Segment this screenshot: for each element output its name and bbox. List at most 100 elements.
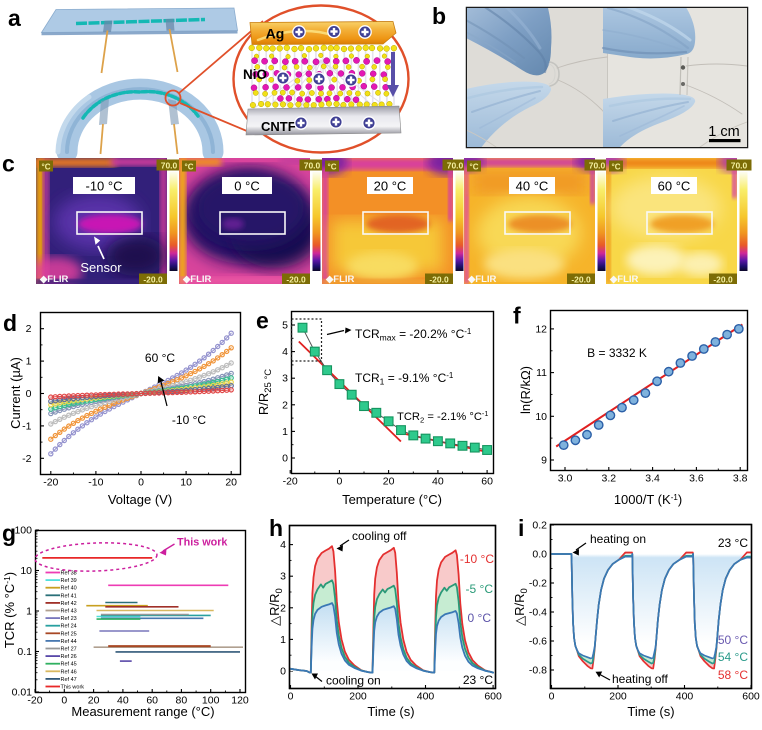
svg-text:3.6: 3.6: [689, 473, 704, 485]
svg-text:23 °C: 23 °C: [718, 536, 748, 550]
svg-text:-0.8: -0.8: [529, 665, 547, 677]
svg-text:70.0: 70.0: [447, 161, 464, 171]
svg-text:-20.0: -20.0: [286, 275, 306, 285]
svg-text:2: 2: [280, 602, 286, 614]
svg-text:Ref 26: Ref 26: [61, 654, 77, 660]
svg-text:Ref 23: Ref 23: [61, 616, 77, 622]
svg-text:0: 0: [282, 453, 288, 465]
svg-text:heating off: heating off: [612, 672, 668, 686]
svg-text:Sensor: Sensor: [80, 260, 122, 275]
svg-text:-0.2: -0.2: [529, 578, 547, 590]
svg-text:°C: °C: [470, 163, 479, 172]
svg-text:40: 40: [432, 476, 444, 488]
svg-text:Ref 42: Ref 42: [61, 601, 77, 607]
svg-text:-1: -1: [22, 420, 31, 432]
svg-text:°C: °C: [328, 163, 337, 172]
svg-text:Ref 47: Ref 47: [61, 677, 77, 683]
svg-text:Ref 40: Ref 40: [61, 586, 77, 592]
svg-text:Ref 44: Ref 44: [61, 639, 77, 645]
svg-text:0: 0: [61, 695, 67, 707]
svg-text:-0.6: -0.6: [529, 636, 547, 648]
svg-text:°C: °C: [185, 163, 194, 172]
svg-text:Ref 45: Ref 45: [61, 662, 77, 668]
svg-text:b: b: [432, 3, 446, 29]
svg-text:°C: °C: [612, 163, 621, 172]
svg-text:0 °C: 0 °C: [234, 179, 259, 194]
svg-text:58 °C: 58 °C: [718, 668, 748, 682]
svg-text:Ref 43: Ref 43: [61, 609, 77, 615]
svg-text:54 °C: 54 °C: [718, 650, 748, 664]
svg-text:Current (µA): Current (µA): [8, 357, 23, 429]
svg-text:◆FLIR: ◆FLIR: [182, 274, 212, 285]
svg-text:Ref 41: Ref 41: [61, 593, 77, 599]
svg-text:h: h: [269, 515, 283, 541]
svg-text:2: 2: [282, 399, 288, 411]
svg-text:600: 600: [742, 691, 760, 703]
svg-text:3.4: 3.4: [645, 473, 660, 485]
svg-text:-10 °C: -10 °C: [86, 179, 123, 194]
svg-text:12: 12: [535, 323, 547, 335]
svg-text:This work: This work: [61, 685, 85, 691]
svg-text:△R/R0: △R/R0: [267, 588, 285, 626]
svg-text:e: e: [256, 308, 269, 334]
svg-text:Ref 25: Ref 25: [61, 631, 77, 637]
svg-text:70.0: 70.0: [161, 161, 178, 171]
svg-text:△R/R0: △R/R0: [512, 588, 530, 626]
svg-text:ln(R/kΩ): ln(R/kΩ): [518, 366, 533, 414]
svg-text:-10 °C: -10 °C: [460, 552, 494, 566]
svg-text:a: a: [8, 5, 21, 31]
svg-text:-2: -2: [22, 453, 31, 465]
svg-text:g: g: [2, 520, 16, 546]
svg-text:3: 3: [280, 571, 286, 583]
svg-text:100: 100: [202, 695, 220, 707]
svg-text:B = 3332 K: B = 3332 K: [587, 346, 647, 360]
svg-text:20: 20: [383, 476, 395, 488]
svg-text:0.01: 0.01: [12, 687, 33, 699]
svg-text:TCRmax = -20.2% °C-1: TCRmax = -20.2% °C-1: [355, 327, 472, 343]
svg-text:NiO: NiO: [243, 67, 267, 82]
svg-text:◆FLIR: ◆FLIR: [39, 274, 69, 285]
svg-text:Measurement range (°C): Measurement range (°C): [71, 704, 214, 719]
svg-text:0: 0: [288, 691, 294, 703]
svg-text:Ref 38: Ref 38: [61, 571, 77, 577]
svg-text:0.2: 0.2: [532, 520, 547, 532]
svg-text:0: 0: [336, 476, 342, 488]
svg-text:4: 4: [280, 539, 286, 551]
svg-text:Voltage (V): Voltage (V): [108, 492, 172, 507]
svg-text:10: 10: [535, 411, 547, 423]
svg-text:0: 0: [280, 666, 286, 678]
svg-text:120: 120: [231, 695, 249, 707]
svg-text:40 °C: 40 °C: [516, 179, 549, 194]
svg-text:20 °C: 20 °C: [374, 179, 407, 194]
svg-text:-10 °C: -10 °C: [172, 413, 206, 427]
svg-text:1: 1: [280, 634, 286, 646]
svg-text:1: 1: [282, 426, 288, 438]
svg-text:d: d: [3, 310, 17, 336]
svg-text:40: 40: [117, 695, 129, 707]
svg-text:23 °C: 23 °C: [463, 673, 493, 687]
svg-text:Ref 24: Ref 24: [61, 624, 77, 630]
svg-text:0.1: 0.1: [17, 646, 32, 658]
svg-text:60 °C: 60 °C: [145, 351, 175, 365]
svg-text:5: 5: [282, 320, 288, 332]
svg-text:1: 1: [26, 356, 32, 368]
svg-text:200: 200: [349, 691, 367, 703]
svg-text:TCR2 = -2.1% °C-1: TCR2 = -2.1% °C-1: [397, 409, 488, 425]
svg-text:f: f: [513, 303, 521, 329]
svg-text:4: 4: [282, 346, 288, 358]
svg-text:1 cm: 1 cm: [708, 124, 739, 140]
svg-text:-20: -20: [27, 695, 42, 707]
svg-text:c: c: [2, 151, 15, 177]
svg-text:°C: °C: [42, 163, 51, 172]
svg-text:60 °C: 60 °C: [658, 179, 691, 194]
svg-text:◆FLIR: ◆FLIR: [467, 274, 497, 285]
svg-text:70.0: 70.0: [304, 161, 321, 171]
svg-text:50 °C: 50 °C: [718, 633, 748, 647]
svg-text:Ag: Ag: [266, 26, 285, 42]
svg-text:-20.0: -20.0: [143, 275, 163, 285]
svg-text:Ref 39: Ref 39: [61, 578, 77, 584]
svg-text:3.8: 3.8: [733, 473, 748, 485]
svg-text:-20: -20: [43, 477, 58, 489]
svg-text:Ref 27: Ref 27: [61, 647, 77, 653]
svg-text:-20.0: -20.0: [713, 275, 733, 285]
